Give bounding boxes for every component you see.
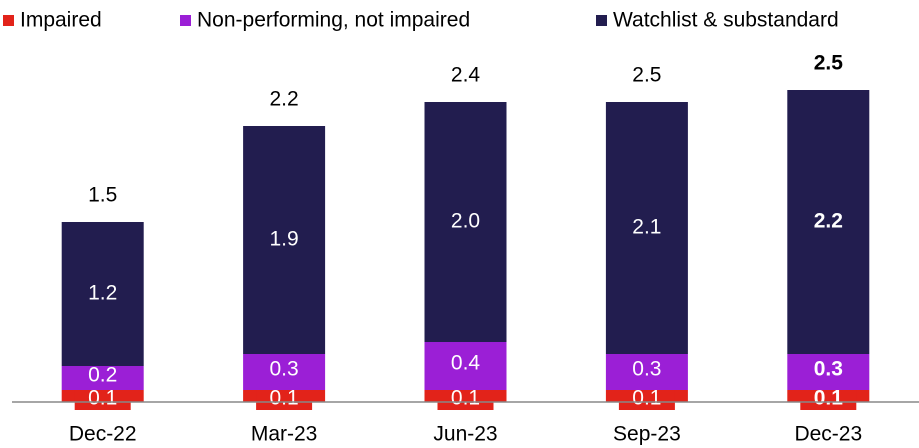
total-label: 2.5 <box>814 52 844 75</box>
data-label: 2.2 <box>814 210 843 233</box>
legend-label: Watchlist & substandard <box>613 9 839 32</box>
total-label: 2.4 <box>451 64 481 87</box>
bar-segment <box>61 366 144 390</box>
data-label: 0.3 <box>269 358 298 381</box>
label-box <box>74 388 131 410</box>
x-tick-label: Sep-23 <box>613 423 681 446</box>
label-box <box>256 388 313 410</box>
data-label: 1.9 <box>269 228 298 251</box>
total-label: 2.5 <box>632 64 661 87</box>
bar-segment <box>243 126 326 354</box>
data-label: 2.1 <box>632 216 661 239</box>
legend-swatch <box>3 15 14 26</box>
x-tick-label: Dec-22 <box>69 423 137 446</box>
legend-swatch <box>180 15 191 26</box>
label-box <box>800 388 857 410</box>
data-label: 0.3 <box>632 358 661 381</box>
data-label: 1.2 <box>88 282 117 305</box>
data-label: 0.2 <box>88 364 117 387</box>
bar-segment <box>605 354 688 390</box>
bar-segment <box>61 222 144 366</box>
data-label: 0.1 <box>814 387 844 410</box>
bar-segment <box>424 342 507 390</box>
x-tick-label: Dec-23 <box>794 423 862 446</box>
label-box <box>437 388 494 410</box>
total-label: 2.2 <box>269 88 298 111</box>
bar-segment <box>787 90 870 354</box>
bar-segment <box>787 354 870 390</box>
bar-segment <box>424 102 507 342</box>
data-label: 2.0 <box>451 210 480 233</box>
legend-swatch <box>596 15 607 26</box>
bar-segment <box>243 354 326 390</box>
legend-label: Impaired <box>20 9 102 32</box>
data-label: 0.4 <box>451 352 481 375</box>
data-label: 0.1 <box>632 387 661 410</box>
legend-label: Non-performing, not impaired <box>197 9 470 32</box>
label-box <box>618 388 675 410</box>
x-tick-label: Mar-23 <box>251 423 318 446</box>
bar-segment <box>605 102 688 354</box>
x-tick-label: Jun-23 <box>433 423 497 446</box>
data-label: 0.3 <box>814 358 843 381</box>
data-label: 0.1 <box>88 387 117 410</box>
data-label: 0.1 <box>269 387 298 410</box>
data-label: 0.1 <box>451 387 480 410</box>
total-label: 1.5 <box>88 184 117 207</box>
